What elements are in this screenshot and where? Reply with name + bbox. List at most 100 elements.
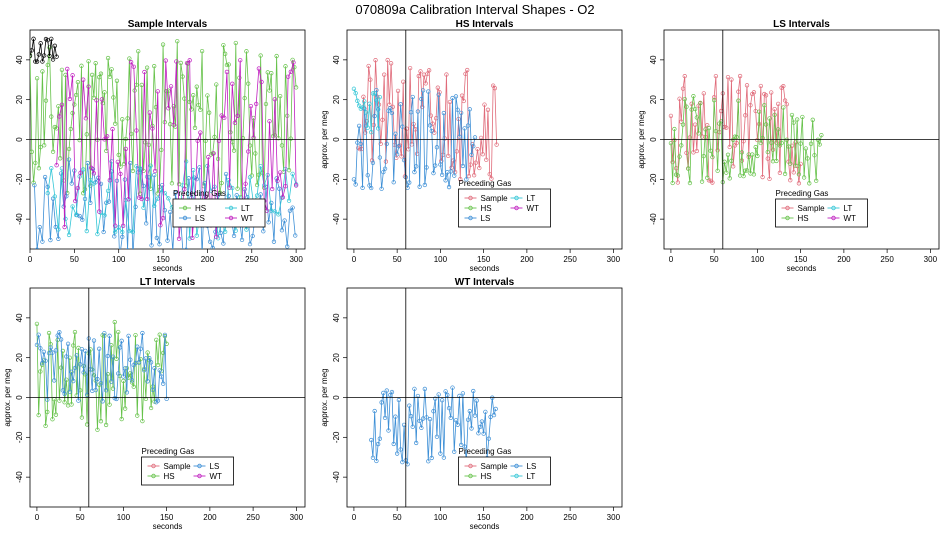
legend-entry: Sample [481,194,509,203]
data-point [464,177,469,182]
data-point [796,181,802,186]
data-point [772,106,777,112]
data-point [85,160,90,166]
legend-entry: LT [844,204,853,213]
data-point [187,236,192,241]
data-point [32,183,37,188]
data-point [379,186,384,191]
x-axis-label: seconds [153,264,183,273]
data-point [734,141,739,146]
data-point [126,333,131,339]
data-point [103,422,109,428]
data-point [782,98,788,103]
data-point [155,398,161,403]
data-point [158,223,163,228]
data-point [471,144,476,149]
legend-swatch-point [228,215,234,221]
x-tick-label: 100 [751,255,765,264]
data-point [266,220,271,225]
data-point [278,170,283,175]
data-point [686,166,691,171]
data-point [86,84,91,89]
data-point [388,61,394,66]
data-point [391,180,396,185]
data-point [65,341,71,346]
data-point [224,69,230,75]
data-point [450,385,455,390]
data-point [810,117,815,122]
data-point [427,123,433,128]
y-axis-label: approx. per meg [637,110,646,168]
x-tick-label: 200 [201,255,215,264]
data-point [84,132,89,137]
data-point [116,152,121,158]
data-point [488,414,493,420]
data-point [443,389,448,394]
x-tick-label: 150 [794,255,808,264]
data-point [382,415,388,421]
x-tick-label: 0 [352,255,357,264]
data-point [50,350,55,355]
x-tick-label: 0 [352,513,357,522]
data-point [142,368,147,373]
data-point [83,348,88,354]
data-point [441,455,447,460]
data-point [123,136,128,142]
data-point [283,184,288,189]
data-point [426,89,431,94]
data-point [398,447,403,452]
data-point [769,140,774,145]
y-tick-label: 20 [15,95,24,104]
data-point [192,125,198,130]
y-tick-label: -40 [15,471,24,483]
data-point [710,154,715,160]
data-point [164,396,169,402]
data-point [713,73,719,79]
data-point [180,74,185,79]
data-point [819,133,824,138]
data-point [425,71,430,76]
data-point [774,140,779,145]
y-tick-label: -20 [15,173,24,185]
data-point [694,115,700,120]
y-tick-label: -40 [15,213,24,225]
data-point [369,158,375,163]
data-point [480,152,485,157]
data-point [120,117,125,122]
data-point [52,378,57,383]
data-point [98,181,104,187]
data-point [419,96,424,102]
data-point [48,237,53,243]
data-point [64,377,69,382]
data-point [210,245,215,249]
x-tick-label: 0 [28,255,33,264]
data-point [54,54,59,59]
data-point [385,57,390,63]
data-point [743,168,748,173]
data-point [378,141,383,147]
data-point [448,415,453,421]
data-point [272,132,277,138]
data-point [436,92,441,97]
data-point [427,68,432,73]
legend-swatch-point [468,473,473,479]
x-tick-label: 100 [117,513,131,522]
data-point [379,400,384,405]
data-point [150,126,155,131]
data-point [465,123,471,128]
data-point [441,110,447,116]
panel-title: LT Intervals [140,277,196,288]
data-point [358,141,363,147]
data-point [401,79,406,84]
data-point [38,346,43,351]
data-point [465,67,470,73]
data-point [100,399,105,404]
data-point [727,176,732,181]
data-point [83,116,89,121]
data-point [175,39,180,44]
data-point [680,122,686,127]
data-point [150,387,155,393]
data-point [120,234,125,240]
data-point [140,418,145,424]
data-point [178,60,183,66]
